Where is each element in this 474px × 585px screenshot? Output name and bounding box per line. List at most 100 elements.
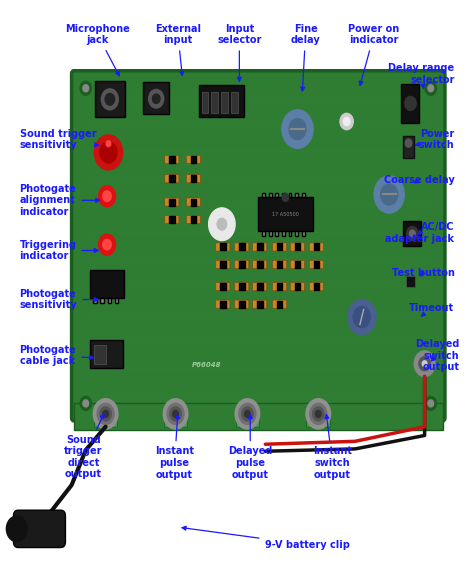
FancyBboxPatch shape [235, 260, 249, 269]
Text: Delayed
pulse
output: Delayed pulse output [228, 415, 273, 480]
FancyBboxPatch shape [243, 243, 245, 250]
FancyBboxPatch shape [257, 301, 259, 308]
FancyBboxPatch shape [314, 243, 316, 250]
FancyBboxPatch shape [291, 243, 305, 251]
FancyBboxPatch shape [191, 175, 192, 182]
Circle shape [316, 411, 321, 417]
FancyBboxPatch shape [403, 221, 421, 246]
FancyBboxPatch shape [289, 192, 292, 197]
FancyBboxPatch shape [299, 261, 301, 268]
FancyBboxPatch shape [243, 301, 245, 308]
FancyBboxPatch shape [94, 415, 118, 426]
FancyBboxPatch shape [257, 243, 259, 250]
FancyBboxPatch shape [164, 198, 179, 206]
FancyBboxPatch shape [253, 260, 267, 269]
FancyBboxPatch shape [262, 192, 265, 197]
FancyBboxPatch shape [144, 82, 169, 115]
FancyBboxPatch shape [314, 283, 316, 290]
FancyBboxPatch shape [297, 243, 299, 250]
Text: Photogate
cable jack: Photogate cable jack [19, 345, 93, 366]
Circle shape [340, 113, 353, 130]
Circle shape [209, 208, 235, 240]
Text: Delayed
switch
output: Delayed switch output [415, 339, 459, 372]
FancyBboxPatch shape [253, 300, 267, 308]
Circle shape [149, 90, 164, 108]
FancyBboxPatch shape [273, 300, 287, 308]
FancyBboxPatch shape [261, 261, 263, 268]
Text: 9-V battery clip: 9-V battery clip [182, 526, 349, 550]
Text: External
input: External input [155, 24, 201, 75]
FancyBboxPatch shape [164, 415, 187, 426]
FancyBboxPatch shape [406, 276, 415, 287]
Circle shape [163, 399, 188, 429]
Circle shape [353, 307, 370, 328]
FancyBboxPatch shape [171, 198, 173, 205]
FancyBboxPatch shape [281, 261, 283, 268]
Text: Instant
switch
output: Instant switch output [313, 415, 352, 480]
Circle shape [405, 139, 412, 147]
Text: Instant
pulse
output: Instant pulse output [155, 415, 194, 480]
FancyBboxPatch shape [173, 198, 174, 205]
FancyBboxPatch shape [262, 231, 265, 236]
Circle shape [414, 351, 435, 377]
FancyBboxPatch shape [241, 301, 243, 308]
FancyBboxPatch shape [169, 198, 171, 205]
Circle shape [428, 400, 434, 407]
FancyBboxPatch shape [316, 261, 318, 268]
Text: Sound trigger
sensitivity: Sound trigger sensitivity [19, 129, 99, 150]
FancyBboxPatch shape [216, 283, 230, 291]
FancyBboxPatch shape [241, 243, 243, 250]
FancyBboxPatch shape [239, 283, 241, 290]
FancyBboxPatch shape [282, 192, 285, 197]
Circle shape [428, 85, 434, 92]
FancyBboxPatch shape [279, 261, 281, 268]
FancyBboxPatch shape [173, 156, 174, 163]
Circle shape [94, 135, 123, 170]
FancyBboxPatch shape [221, 92, 228, 113]
FancyBboxPatch shape [191, 156, 192, 163]
FancyBboxPatch shape [253, 283, 267, 291]
FancyBboxPatch shape [279, 243, 281, 250]
Circle shape [106, 141, 111, 147]
FancyBboxPatch shape [281, 283, 283, 290]
FancyBboxPatch shape [236, 415, 259, 426]
Circle shape [170, 407, 181, 421]
FancyBboxPatch shape [295, 192, 298, 197]
FancyBboxPatch shape [211, 92, 218, 113]
FancyBboxPatch shape [310, 260, 323, 269]
FancyBboxPatch shape [259, 283, 261, 290]
FancyBboxPatch shape [261, 301, 263, 308]
Text: Sound
trigger
direct
output: Sound trigger direct output [64, 414, 104, 480]
FancyBboxPatch shape [115, 298, 118, 303]
Circle shape [83, 400, 89, 407]
FancyBboxPatch shape [224, 243, 226, 250]
FancyBboxPatch shape [224, 301, 226, 308]
Text: Fine
delay: Fine delay [291, 24, 320, 91]
FancyBboxPatch shape [193, 198, 194, 205]
FancyBboxPatch shape [269, 192, 272, 197]
Circle shape [103, 239, 111, 250]
Circle shape [173, 411, 178, 417]
FancyBboxPatch shape [259, 301, 261, 308]
FancyBboxPatch shape [108, 298, 111, 303]
FancyBboxPatch shape [241, 261, 243, 268]
FancyBboxPatch shape [216, 300, 230, 308]
Text: Microphone
jack: Microphone jack [65, 24, 130, 76]
FancyBboxPatch shape [275, 192, 278, 197]
FancyBboxPatch shape [186, 198, 201, 206]
FancyBboxPatch shape [195, 216, 196, 223]
FancyBboxPatch shape [310, 243, 323, 251]
FancyBboxPatch shape [295, 243, 297, 250]
FancyBboxPatch shape [195, 198, 196, 205]
FancyBboxPatch shape [258, 197, 313, 231]
Circle shape [407, 226, 418, 240]
FancyBboxPatch shape [277, 301, 279, 308]
Circle shape [99, 234, 116, 255]
Text: Input
selector: Input selector [217, 24, 262, 81]
FancyBboxPatch shape [74, 404, 443, 429]
FancyBboxPatch shape [173, 216, 174, 223]
Text: P66048: P66048 [191, 363, 221, 369]
FancyBboxPatch shape [281, 243, 283, 250]
FancyBboxPatch shape [297, 283, 299, 290]
FancyBboxPatch shape [299, 243, 301, 250]
